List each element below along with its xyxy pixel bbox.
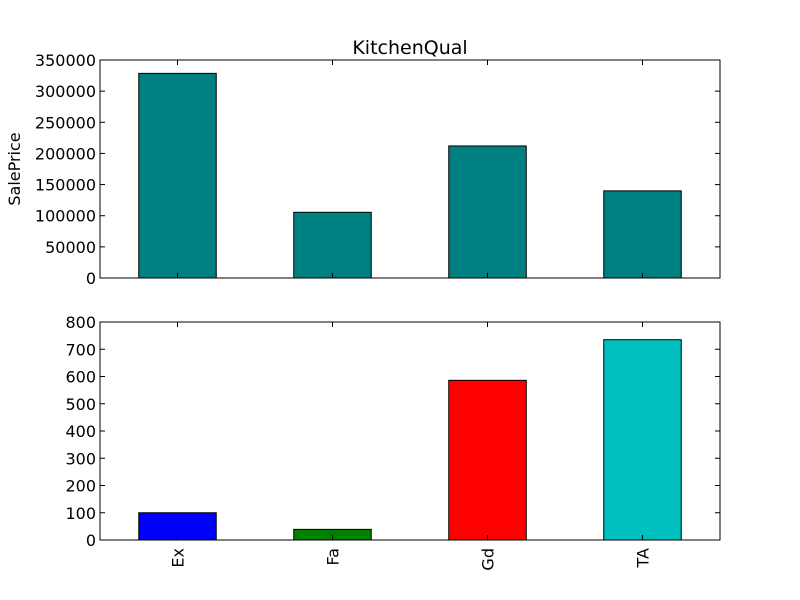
bottom-chart-panel: 0 100 200 300 400 500 600 700 800 Ex Fa Gd TA <box>65 313 721 571</box>
top-y-tick-label: 350000 <box>35 51 96 70</box>
top-x-ticks <box>177 60 643 278</box>
bottom-axes-frame <box>99 321 721 541</box>
chart-title: KitchenQual <box>352 37 467 59</box>
top-y-tick-label: 250000 <box>35 113 96 132</box>
bottom-y-tick-label: 0 <box>86 531 96 550</box>
bottom-y-tick-label: 300 <box>65 449 96 468</box>
top-y-tick-label: 300000 <box>35 82 96 101</box>
bottom-x-ticks: Ex Fa Gd TA <box>169 322 653 571</box>
top-bar-fa <box>293 211 372 279</box>
top-y-ticks: 0 50000 100000 150000 200000 250000 300000 3500… <box>35 51 720 288</box>
bottom-bar-ta <box>603 339 682 541</box>
bottom-bar-gd <box>448 379 527 541</box>
bottom-y-tick-label: 400 <box>65 422 96 441</box>
x-tick-label-ex: Ex <box>169 548 188 568</box>
y-axis-label: SalePrice <box>5 132 24 205</box>
bottom-y-ticks: 0 100 200 300 400 500 600 700 800 <box>65 313 720 550</box>
bottom-y-tick-label: 700 <box>65 340 96 359</box>
top-y-tick-label: 200000 <box>35 144 96 163</box>
top-bar-gd <box>448 145 527 279</box>
x-tick-label-ta: TA <box>634 548 653 569</box>
top-bar-ex <box>138 72 217 279</box>
x-tick-label-gd: Gd <box>479 548 498 571</box>
bottom-bars <box>138 339 682 541</box>
bottom-y-tick-label: 600 <box>65 368 96 387</box>
top-y-tick-label: 150000 <box>35 176 96 195</box>
top-bar-ta <box>603 190 682 279</box>
top-chart-panel: KitchenQual SalePrice 0 50000 100000 150000… <box>5 37 721 288</box>
bottom-y-tick-label: 800 <box>65 313 96 332</box>
top-axes-frame <box>99 59 721 279</box>
top-bars <box>138 72 682 279</box>
bottom-y-tick-label: 500 <box>65 395 96 414</box>
x-tick-label-fa: Fa <box>324 548 343 566</box>
top-y-tick-label: 100000 <box>35 207 96 226</box>
bottom-y-tick-label: 100 <box>65 504 96 523</box>
top-y-tick-label: 0 <box>86 269 96 288</box>
bottom-y-tick-label: 200 <box>65 477 96 496</box>
top-y-tick-label: 50000 <box>45 238 96 257</box>
